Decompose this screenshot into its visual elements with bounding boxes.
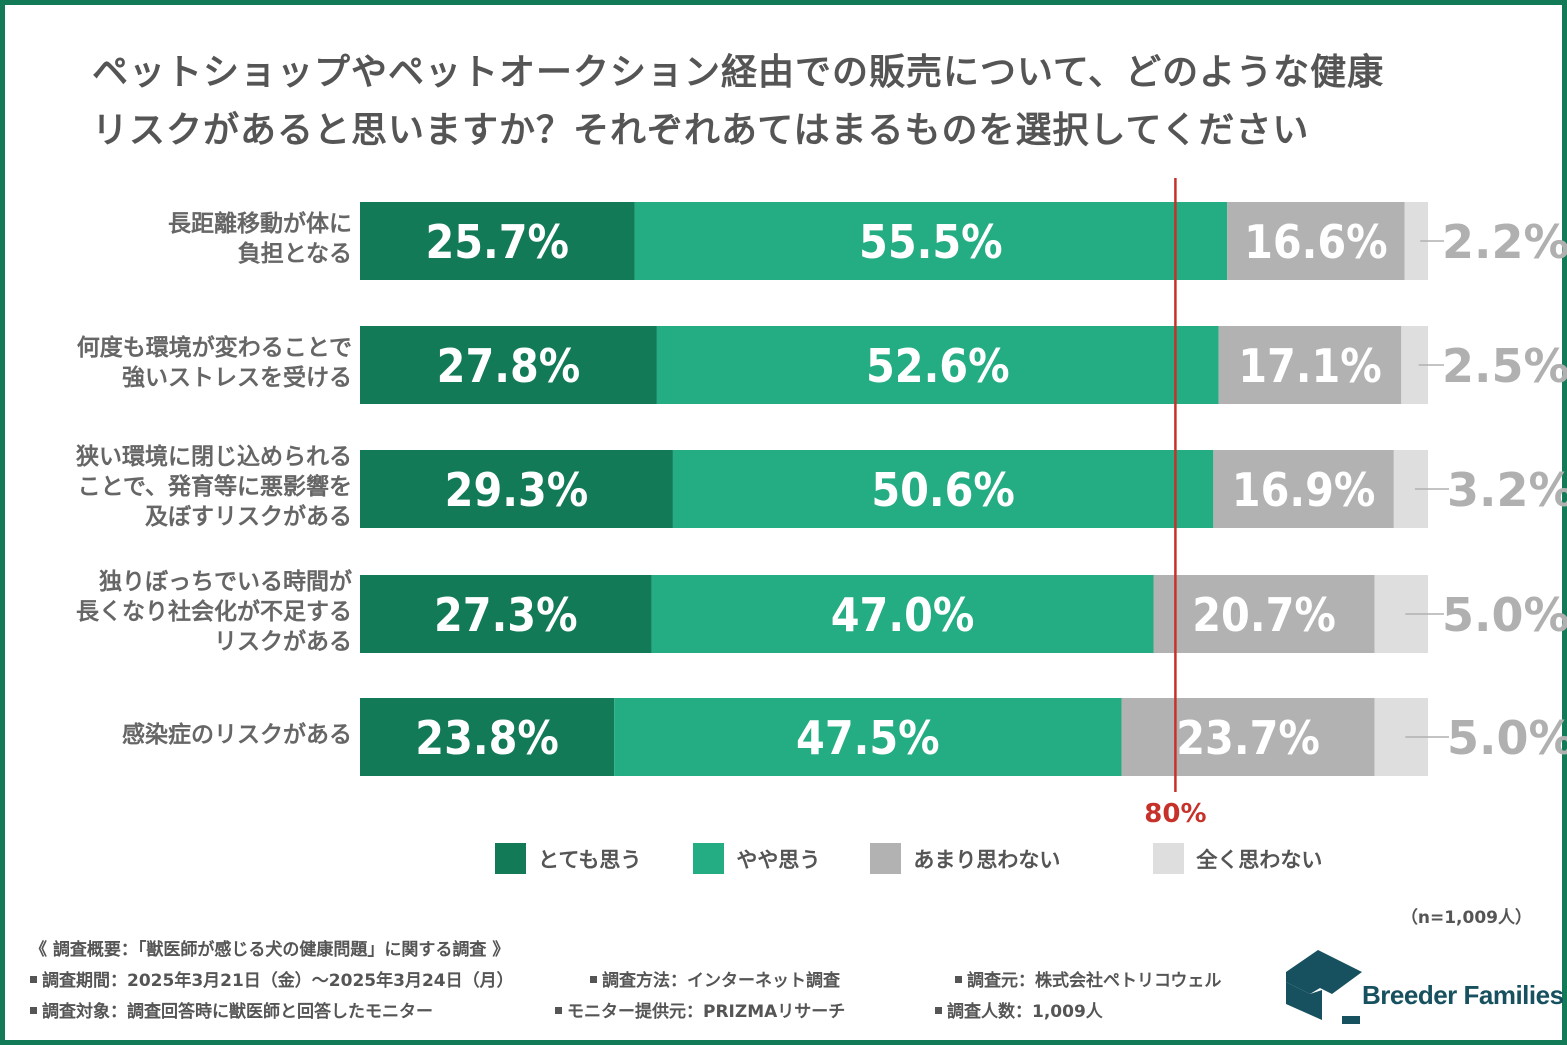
legend-label: 全く思わない [1196, 847, 1323, 872]
legend-item-strongly-disagree: 全く思わない [1153, 843, 1322, 874]
legend-swatch [870, 843, 902, 874]
survey-overview: 《 調査概要：「獣医師が感じる犬の健康問題」に関する調査 》 [30, 940, 510, 960]
category-label: 独りぼっちでいる時間が長くなり社会化が不足するリスクがある [76, 567, 352, 657]
category-label: 感染症のリスクがある [122, 720, 352, 750]
category-label: 狭い環境に閉じ込められる ことで、発育等に悪影響を及ぼすリスクがある [76, 442, 352, 532]
bar-segment [360, 698, 615, 776]
title-line-1: ペットショップやペットオークション経由での販売について、どのような健康 [92, 52, 1385, 93]
data-label: 47.0% [831, 588, 975, 642]
category-label-line: 及ぼすリスクがある [145, 504, 352, 530]
logo-text: Breeder Families [1362, 980, 1564, 1010]
survey-provider: モニター提供元：PRIZMAリサーチ [555, 997, 845, 1028]
category-label-line: 何度も環境が変わることで [76, 335, 352, 361]
data-label: 5.0% [1447, 711, 1567, 765]
survey-source: 調査元：株式会社ペトリコウェル [955, 966, 1221, 997]
data-label: 27.8% [437, 339, 581, 393]
bar-row: 25.7% 55.5% 16.6% 2.2% [360, 202, 1567, 280]
bar-segment [1121, 698, 1375, 776]
legend-item-strongly-agree: とても思う [495, 843, 641, 874]
category-label-line: ことで、発育等に悪影響を [77, 474, 352, 500]
bullet-icon [955, 975, 962, 983]
bar-segment [1227, 202, 1405, 280]
legend-swatch [1153, 843, 1185, 874]
data-label: 52.6% [866, 339, 1010, 393]
data-label: 23.7% [1176, 711, 1320, 765]
bar-segment [1213, 450, 1394, 528]
bullet-icon [590, 975, 597, 983]
data-label: 55.5% [859, 215, 1003, 269]
survey-method: 調査方法：インターネット調査 [590, 966, 840, 997]
bar-segment [360, 326, 657, 404]
category-label-line: 感染症のリスクがある [122, 722, 352, 748]
category-label: 長距離移動が体に負担となる [168, 209, 352, 269]
bar-segment [672, 450, 1214, 528]
bar-segment [360, 450, 673, 528]
category-label-line: 長距離移動が体に [168, 211, 352, 237]
data-label: 2.2% [1442, 215, 1567, 269]
legend-item-somewhat-agree: やや思う [693, 843, 820, 874]
bullet-icon [30, 1006, 37, 1014]
category-label-line: 狭い環境に閉じ込められる [76, 444, 352, 470]
data-label: 27.3% [434, 588, 578, 642]
data-label: 20.7% [1192, 588, 1336, 642]
data-label: 2.5% [1442, 339, 1567, 393]
data-label: 3.2% [1447, 463, 1567, 517]
legend-swatch [495, 843, 526, 874]
bar-segment [651, 575, 1154, 653]
data-label: 29.3% [445, 463, 589, 517]
bar-segment [614, 698, 1122, 776]
bar-row: 23.8% 47.5% 23.7% 5.0% [360, 698, 1567, 776]
bar-row: 29.3% 50.6% 16.9% 3.2% [360, 450, 1567, 528]
data-label: 47.5% [796, 711, 940, 765]
legend-label: やや思う [736, 847, 821, 872]
data-label: 23.8% [415, 711, 559, 765]
bar-segment [360, 575, 652, 653]
reference-line-label: 80% [1144, 799, 1206, 829]
legend-item-somewhat-disagree: あまり思わない [870, 843, 1060, 874]
survey-period: 調査期間：2025年3月21日（金）～2025年3月24日（月） [30, 966, 514, 997]
bar-row: 27.8% 52.6% 17.1% 2.5% [360, 326, 1567, 404]
bullet-icon [30, 975, 37, 983]
data-label: 5.0% [1442, 588, 1567, 642]
bullet-icon [935, 1006, 942, 1014]
bar-row: 27.3% 47.0% 20.7% 5.0% [360, 575, 1567, 653]
legend-swatch [693, 843, 725, 874]
category-label-line: 強いストレスを受ける [122, 365, 352, 391]
title-line-2: リスクがあると思いますか？それぞれあてはまるものを選択してください [92, 110, 1310, 151]
bar-segment [360, 202, 635, 280]
data-label: 25.7% [425, 215, 569, 269]
survey-target: 調査対象：調査回答時に獣医師と回答したモニター [30, 997, 433, 1028]
bullet-icon [555, 1006, 562, 1014]
category-label-line: 負担となる [237, 241, 352, 267]
category-label-line: 長くなり社会化が不足する [76, 599, 352, 625]
data-label: 17.1% [1238, 339, 1382, 393]
bar-segment [1153, 575, 1375, 653]
bar-segment [656, 326, 1219, 404]
bar-segment [634, 202, 1228, 280]
sample-size: （n=1,009人） [1400, 908, 1532, 928]
legend-label: あまり思わない [913, 847, 1061, 872]
data-label: 16.6% [1244, 215, 1388, 269]
survey-count: 調査人数：1,009人 [935, 997, 1103, 1028]
legend: とても思う やや思う あまり思わない 全く思わない [495, 843, 1374, 874]
legend-label: とても思う [538, 847, 642, 872]
bar-segment [1404, 202, 1428, 280]
category-label-line: リスクがある [214, 629, 352, 655]
survey-notes: 《 調査概要：「獣医師が感じる犬の健康問題」に関する調査 》 調査期間：2025… [30, 935, 1221, 1028]
breeder-families-logo-icon [1286, 950, 1362, 1024]
data-label: 50.6% [871, 463, 1015, 517]
bar-segment [1218, 326, 1402, 404]
chart-title: ペットショップやペットオークション経由での販売について、どのような健康 リスクが… [92, 44, 1384, 160]
category-label: 何度も環境が変わることで強いストレスを受ける [77, 333, 352, 393]
data-label: 16.9% [1232, 463, 1376, 517]
category-label-line: 独りぼっちでいる時間が [99, 569, 352, 595]
